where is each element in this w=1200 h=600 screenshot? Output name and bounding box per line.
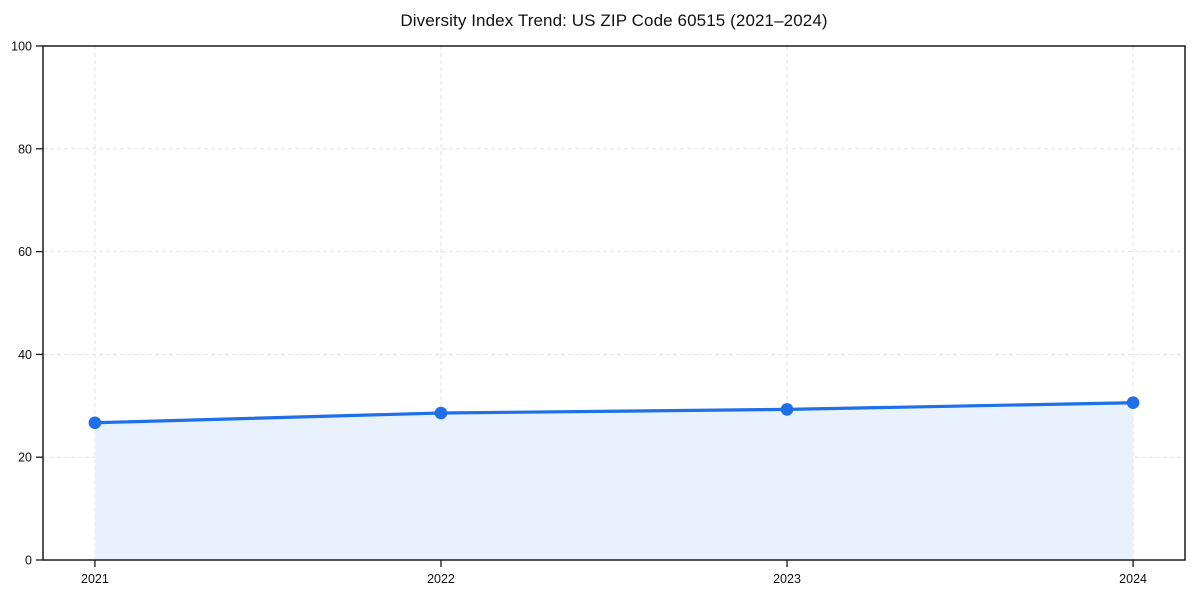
- y-axis-tick-label: 40: [18, 348, 32, 362]
- area-fill: [94, 402, 1134, 560]
- data-point-2023: [780, 403, 794, 416]
- trend-line: [93, 401, 1135, 425]
- x-axis-tick-label: 2023: [773, 572, 801, 586]
- chart-title: Diversity Index Trend: US ZIP Code 60515…: [400, 11, 828, 30]
- data-point-2021: [88, 416, 102, 430]
- data-point-2022: [434, 406, 448, 420]
- y-axis-tick-label: 80: [18, 142, 32, 156]
- x-axis-tick-label: 2024: [1119, 572, 1147, 586]
- x-axis-tick-label: 2022: [427, 572, 455, 586]
- y-axis-tick-label: 0: [25, 554, 32, 568]
- data-point-2024: [1126, 396, 1140, 410]
- y-axis-tick-label: 20: [18, 451, 32, 465]
- y-axis-tick-label: 60: [18, 245, 32, 259]
- y-axis-tick-label: 100: [11, 40, 32, 54]
- plot-border: [42, 45, 1186, 561]
- x-axis-tick-label: 2021: [81, 572, 109, 586]
